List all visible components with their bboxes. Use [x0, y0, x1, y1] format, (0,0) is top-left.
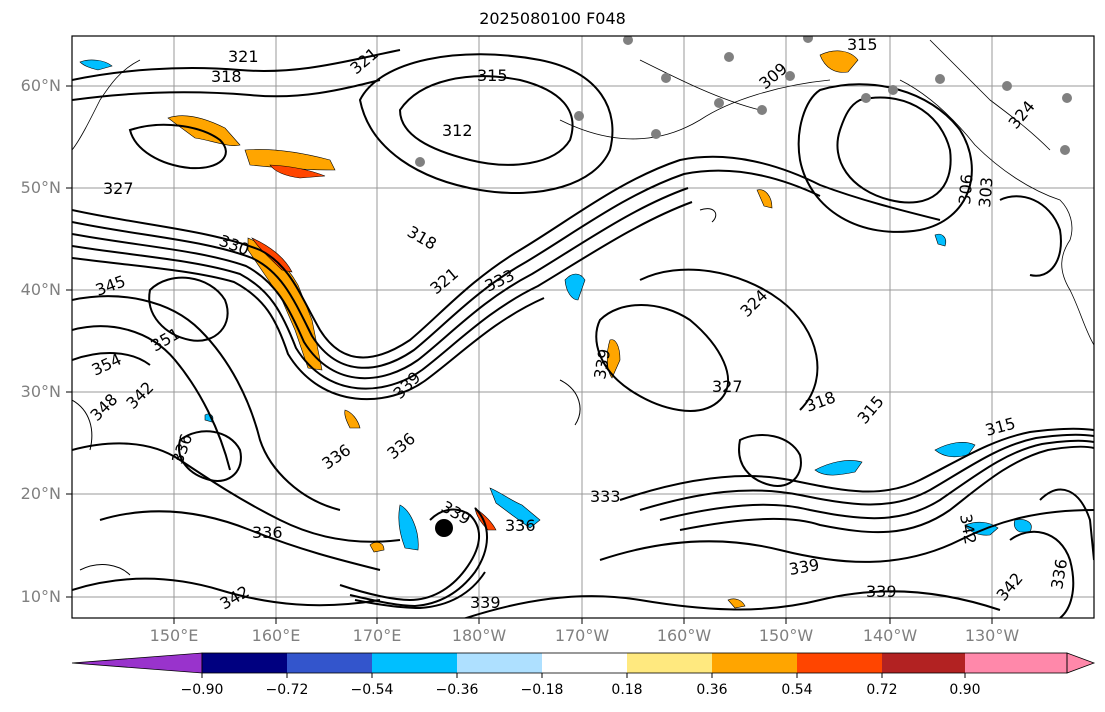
contour-label: 342	[993, 569, 1027, 605]
contour-label: 324	[1005, 97, 1039, 133]
contour-label: 306	[955, 173, 977, 205]
colorbar-tick-label: 0.18	[611, 682, 643, 698]
colorbar-swatch	[457, 653, 542, 673]
colorbar-swatch	[882, 653, 965, 673]
contour-label: 339	[787, 555, 820, 579]
colorbar-tick-label: 0.54	[781, 682, 813, 698]
colorbar-tick-label: −0.36	[435, 682, 479, 698]
contour-label: 318	[404, 222, 440, 254]
colorbar-swatch	[965, 653, 1067, 673]
contour-label: 303	[975, 176, 997, 208]
contour-label-group: 321 318 315 312 327 330 345 351 354 342 …	[86, 35, 1071, 614]
contour-label: 321	[426, 264, 462, 298]
contour-label: 315	[847, 35, 878, 54]
contour-label: 327	[103, 179, 134, 198]
storm-center-dot	[435, 519, 453, 537]
contour-label: 318	[211, 67, 242, 86]
colorbar-tick-label: 0.36	[696, 682, 728, 698]
colorbar-swatch	[372, 653, 457, 673]
colorbar-swatch	[287, 653, 372, 673]
colorbar-tick-label: 0.72	[866, 682, 898, 698]
contour-label: 345	[93, 271, 128, 299]
tick-marks	[66, 85, 993, 624]
contour-label: 327	[712, 377, 743, 396]
lon-label: 130°W	[964, 626, 1020, 645]
colorbar-extend-max	[1066, 652, 1096, 674]
contour-label: 333	[590, 487, 621, 506]
contour-label: 339	[470, 593, 501, 612]
contour-label: 330	[217, 231, 252, 259]
colorbar-frame	[201, 652, 1068, 674]
lon-label: 160°W	[656, 626, 712, 645]
contour-label: 336	[318, 440, 354, 473]
contour-label: 315	[854, 392, 888, 428]
contour-label: 339	[866, 582, 897, 601]
lat-label: 60°N	[20, 76, 61, 95]
lat-label: 30°N	[20, 382, 61, 401]
lon-label: 140°W	[862, 626, 918, 645]
contour-label: 348	[86, 390, 121, 425]
lon-label: 150°E	[149, 626, 199, 645]
colorbar-swatch	[542, 653, 627, 673]
colorbar-extend-min	[71, 652, 203, 674]
colorbar-tick-label: −0.18	[520, 682, 564, 698]
lon-label: 180°W	[451, 626, 507, 645]
lon-label: 150°W	[758, 626, 814, 645]
lat-label: 50°N	[20, 178, 61, 197]
colorbar-tick-label: −0.72	[265, 682, 309, 698]
contour-label: 336	[505, 516, 536, 535]
lon-label: 160°E	[251, 626, 301, 645]
contour-label: 315	[477, 66, 508, 85]
colorbar-tick-label: −0.54	[350, 682, 394, 698]
lon-label: 170°E	[352, 626, 402, 645]
coastlines	[72, 39, 1094, 346]
contour-label: 336	[252, 523, 283, 542]
lon-label: 170°W	[554, 626, 610, 645]
contour-label: 336	[383, 429, 419, 463]
lat-label: 20°N	[20, 484, 61, 503]
plot-frame	[71, 35, 1095, 619]
contour-label: 321	[228, 47, 259, 66]
colorbar	[71, 652, 1096, 678]
colorbar-swatch	[712, 653, 797, 673]
colorbar-swatch	[797, 653, 882, 673]
contour-label: 342	[122, 378, 157, 413]
thin-contours	[72, 208, 717, 576]
colorbar-swatch	[627, 653, 712, 673]
contour-label: 336	[1047, 557, 1071, 590]
station-dots	[415, 36, 1072, 167]
lat-label: 40°N	[20, 280, 61, 299]
gridlines	[72, 36, 1094, 618]
lat-label: 10°N	[20, 587, 61, 606]
theta-contours	[72, 49, 1094, 618]
colorbar-tick-label: 0.90	[949, 682, 981, 698]
colorbar-swatch	[202, 653, 287, 673]
colorbar-tick-label: −0.90	[180, 682, 224, 698]
figure-title: 2025080100 F048	[479, 9, 626, 28]
contour-label: 312	[442, 121, 473, 140]
contour-label: 336	[168, 431, 196, 466]
contour-label: 342	[217, 582, 253, 614]
